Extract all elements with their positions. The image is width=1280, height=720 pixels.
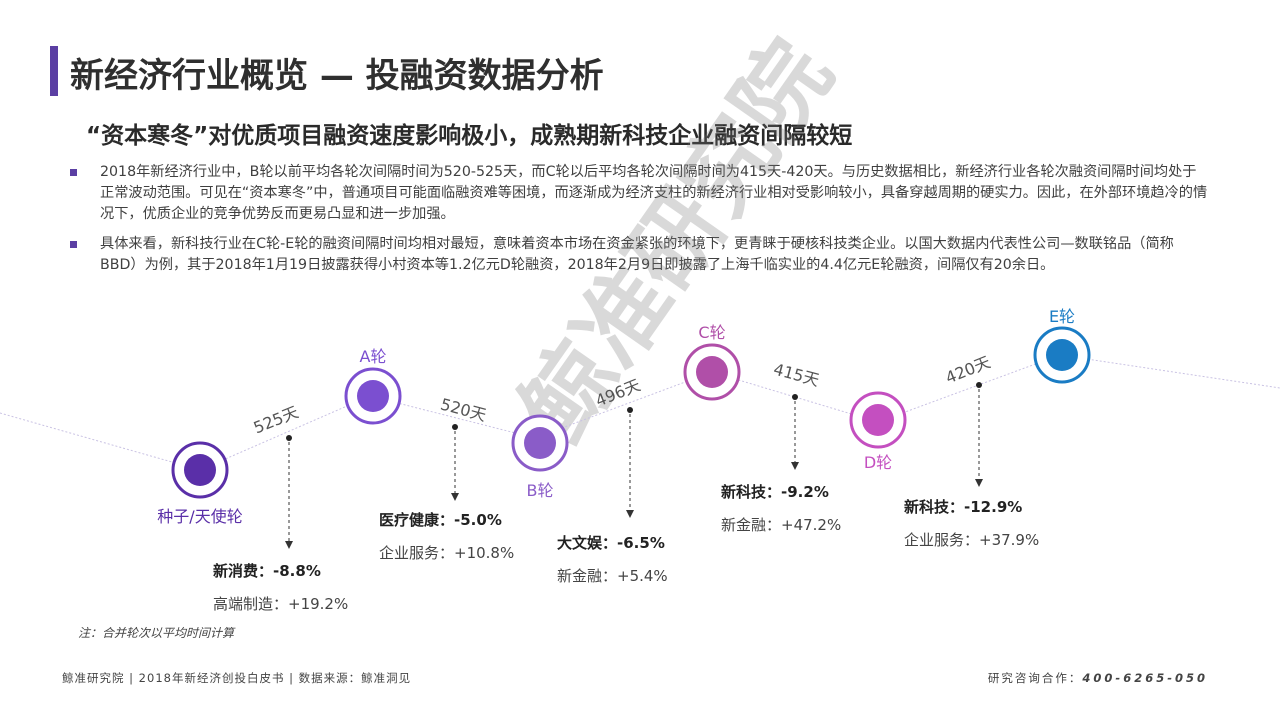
bullet-item: 具体来看，新科技行业在C轮-E轮的融资间隔时间均相对最短，意味着资本市场在资金紧… bbox=[70, 234, 1210, 276]
interval-marker bbox=[791, 394, 799, 470]
stat-value: -5.0% bbox=[454, 511, 502, 529]
stat-secondary: 高端制造：+19.2% bbox=[213, 595, 349, 613]
interval-stat: 新科技：-9.2% 新金融：+47.2% bbox=[721, 481, 841, 535]
interval-stat: 新科技：-12.9% 企业服务：+37.9% bbox=[904, 496, 1039, 550]
stat-secondary: 企业服务：+37.9% bbox=[904, 531, 1040, 549]
stat-label: 新科技： bbox=[904, 498, 965, 516]
round-node-e bbox=[1033, 326, 1091, 384]
round-label: 种子/天使轮 bbox=[157, 507, 242, 526]
stat-label: 新科技： bbox=[721, 483, 782, 501]
title-accent-bar bbox=[50, 46, 58, 96]
stat-secondary: 新金融：+5.4% bbox=[557, 567, 668, 585]
footnote: 注：合并轮次以平均时间计算 bbox=[78, 626, 235, 640]
footer-phone: 400-6265-050 bbox=[1082, 671, 1208, 685]
interval-stat: 大文娱：-6.5% 新金融：+5.4% bbox=[557, 532, 668, 586]
stat-label: 大文娱： bbox=[557, 534, 618, 552]
interval-label: 525天 bbox=[251, 402, 301, 437]
stat-label: 新消费： bbox=[213, 562, 274, 580]
interval-marker bbox=[975, 382, 983, 487]
stat-value: -6.5% bbox=[617, 534, 665, 552]
stat-value: -9.2% bbox=[781, 483, 829, 501]
bullet-square-icon bbox=[70, 169, 77, 176]
round-label: A轮 bbox=[360, 347, 387, 366]
stat-label: 医疗健康： bbox=[379, 511, 455, 529]
bullet-text: 具体来看，新科技行业在C轮-E轮的融资间隔时间均相对最短，意味着资本市场在资金紧… bbox=[100, 236, 1174, 273]
stat-secondary: 新金融：+47.2% bbox=[721, 516, 842, 534]
round-node-b bbox=[511, 414, 569, 472]
round-label: D轮 bbox=[864, 453, 892, 472]
footer-contact-label: 研究咨询合作： bbox=[987, 671, 1083, 685]
footer-contact: 研究咨询合作：400-6265-050 bbox=[988, 670, 1208, 686]
page-subtitle: “资本寒冬”对优质项目融资速度影响极小，成熟期新科技企业融资间隔较短 bbox=[86, 123, 853, 149]
bullet-square-icon bbox=[70, 241, 77, 248]
stat-value: -12.9% bbox=[964, 498, 1023, 516]
interval-label: 415天 bbox=[771, 359, 821, 389]
bullet-text: 2018年新经济行业中，B轮以前平均各轮次间隔时间为520-525天，而C轮以后… bbox=[100, 164, 1208, 222]
footer-source: 鲸准研究院 | 2018年新经济创投白皮书 | 数据来源：鲸准洞见 bbox=[62, 671, 412, 685]
round-label: E轮 bbox=[1049, 307, 1075, 326]
interval-marker bbox=[451, 424, 459, 501]
round-label: B轮 bbox=[527, 481, 554, 500]
stat-secondary: 企业服务：+10.8% bbox=[379, 544, 515, 562]
stat-value: -8.8% bbox=[273, 562, 321, 580]
interval-marker bbox=[285, 435, 293, 549]
round-node-d bbox=[849, 391, 907, 449]
round-node-c bbox=[683, 343, 741, 401]
interval-label: 496天 bbox=[593, 375, 643, 410]
interval-stat: 医疗健康：-5.0% 企业服务：+10.8% bbox=[379, 509, 514, 563]
interval-stat: 新消费：-8.8% 高端制造：+19.2% bbox=[213, 560, 348, 614]
interval-label: 520天 bbox=[438, 394, 488, 424]
interval-marker bbox=[626, 407, 634, 518]
round-node-a bbox=[344, 367, 402, 425]
page-title: 新经济行业概览 — 投融资数据分析 bbox=[70, 56, 604, 96]
round-label: C轮 bbox=[698, 323, 725, 342]
round-node-seed bbox=[171, 441, 229, 499]
bullet-item: 2018年新经济行业中，B轮以前平均各轮次间隔时间为520-525天，而C轮以后… bbox=[70, 162, 1210, 225]
